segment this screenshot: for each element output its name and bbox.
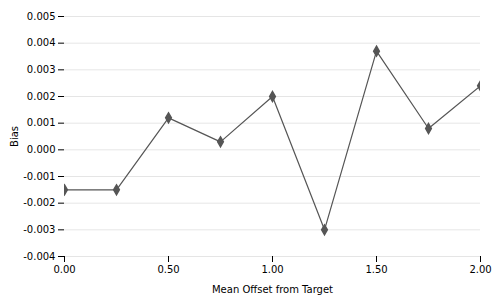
svg-text:-0.003: -0.003 <box>23 224 55 235</box>
svg-text:0.004: 0.004 <box>27 37 56 48</box>
svg-text:-0.001: -0.001 <box>23 171 55 182</box>
svg-text:2.00: 2.00 <box>469 264 491 275</box>
svg-text:-0.004: -0.004 <box>23 251 55 262</box>
svg-text:-0.002: -0.002 <box>23 197 55 208</box>
svg-text:0.003: 0.003 <box>27 64 56 75</box>
svg-text:Mean Offset from Target: Mean Offset from Target <box>212 284 333 295</box>
svg-text:0.002: 0.002 <box>27 91 56 102</box>
svg-text:0.00: 0.00 <box>53 264 75 275</box>
svg-text:Bias: Bias <box>9 126 20 147</box>
svg-text:1.50: 1.50 <box>365 264 387 275</box>
svg-text:1.00: 1.00 <box>261 264 283 275</box>
svg-text:0.005: 0.005 <box>27 11 56 22</box>
svg-text:0.50: 0.50 <box>157 264 179 275</box>
svg-text:0.000: 0.000 <box>27 144 56 155</box>
svg-text:0.001: 0.001 <box>27 117 56 128</box>
